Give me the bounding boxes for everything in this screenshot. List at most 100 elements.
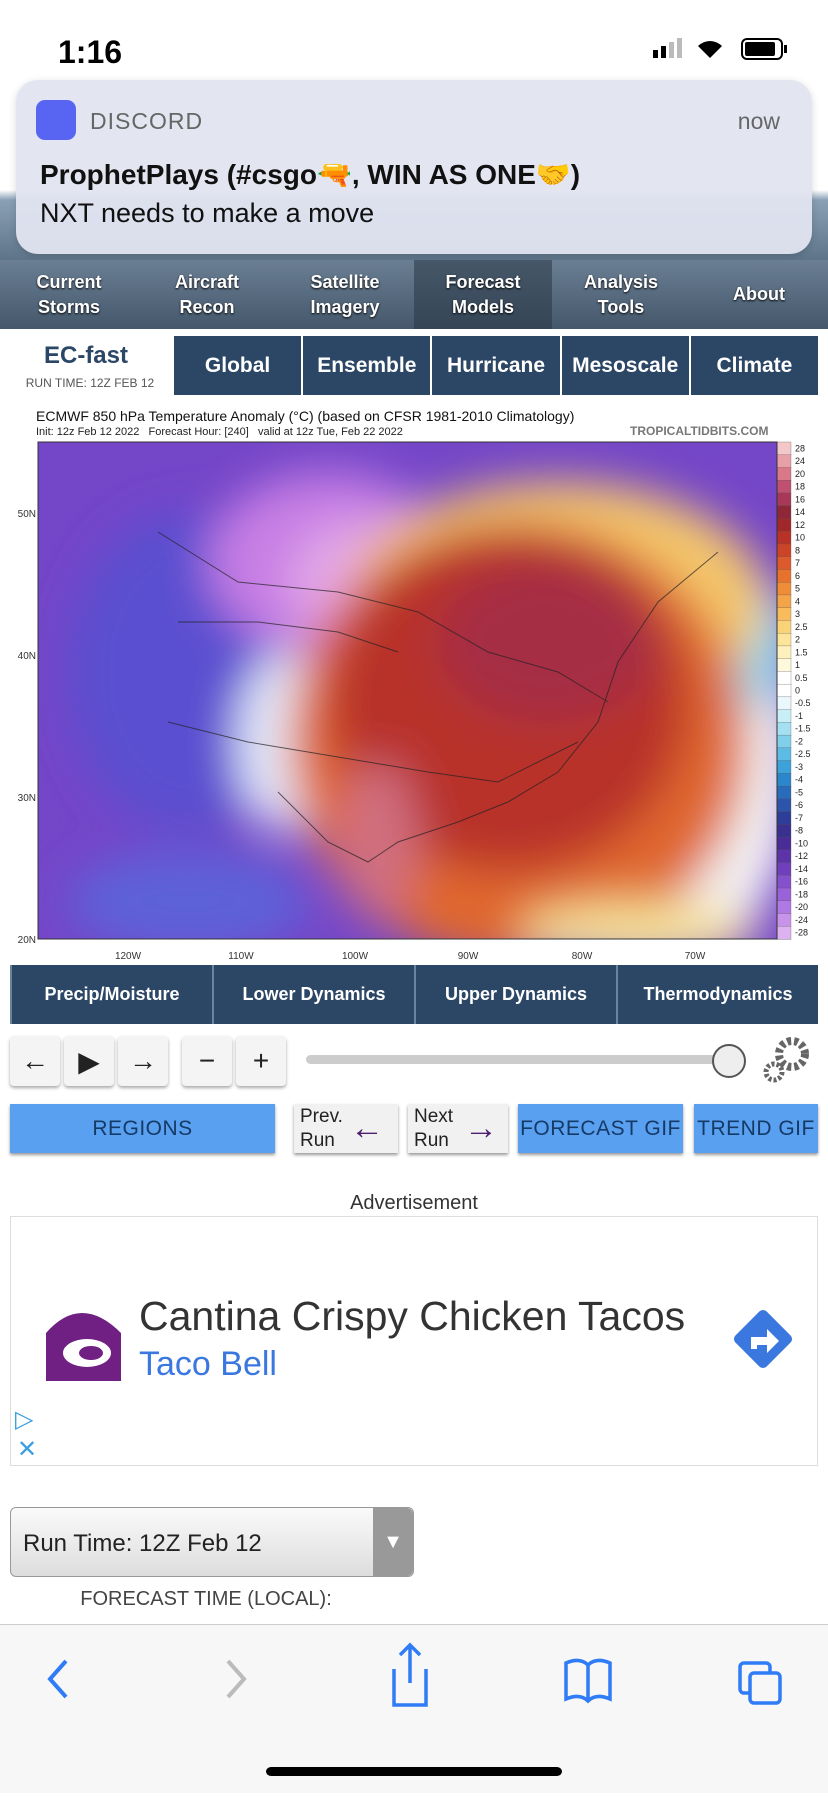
colorbar-cell (776, 594, 792, 609)
lon-label: 70W (685, 951, 706, 962)
model-tab[interactable]: Ensemble (301, 336, 431, 395)
colorbar-label: 1 (795, 660, 800, 670)
zoom-in[interactable]: + (236, 1036, 286, 1086)
colorbar-cell (776, 773, 792, 787)
play[interactable]: ▶ (64, 1036, 114, 1086)
nav-item[interactable]: Forecast Models (414, 260, 552, 329)
model-tab[interactable]: Global (172, 336, 302, 395)
colorbar-cell (776, 467, 792, 481)
colorbar-cell (776, 683, 792, 698)
colorbar-cell (776, 887, 792, 902)
colorbar-cell (776, 875, 792, 889)
sub-tab[interactable]: Thermodynamics (616, 965, 818, 1024)
nav-item[interactable]: Current Storms (36, 271, 102, 317)
colorbar-label: -14 (795, 864, 808, 874)
colorbar-label: -2 (795, 736, 803, 746)
colorbar-label: 10 (795, 533, 805, 543)
nav-item[interactable]: Satellite Imagery (310, 271, 380, 317)
colorbar-cell (776, 620, 792, 634)
status-icons (653, 38, 787, 60)
ad-close[interactable]: ✕ (17, 1436, 38, 1463)
lat-label: 40N (18, 651, 36, 662)
map (38, 442, 777, 939)
settings[interactable] (760, 1034, 812, 1086)
discord-icon (36, 100, 76, 140)
clock: 1:16 (58, 34, 123, 70)
step-forward[interactable]: → (118, 1036, 168, 1086)
trend-gif[interactable]: TREND GIF (694, 1104, 818, 1153)
colorbar-label: 4 (795, 596, 800, 606)
colorbar-label: 24 (795, 456, 805, 466)
colorbar-label: -16 (795, 877, 808, 887)
colorbar-cell (776, 607, 792, 622)
ad-box[interactable]: Cantina Crispy Chicken Tacos Taco Bell ▷… (10, 1216, 818, 1466)
step-back[interactable]: ← (10, 1036, 60, 1086)
colorbar-cell (776, 531, 792, 545)
colorbar-label: 6 (795, 571, 800, 581)
colorbar-cell (776, 569, 792, 583)
next-run[interactable]: Next Run → (408, 1104, 508, 1153)
colorbar-label: -1.5 (795, 724, 811, 734)
colorbar-label: -7 (795, 813, 803, 823)
ad-choices[interactable]: ▷ (15, 1406, 34, 1433)
prev-run[interactable]: Prev. Run ← (294, 1104, 398, 1153)
colorbar-cell (776, 518, 792, 532)
colorbar-label: -12 (795, 851, 808, 861)
model-tab[interactable]: Mesoscale (559, 336, 689, 395)
colorbar-label: 20 (795, 469, 805, 479)
run-select[interactable]: Run Time: 12Z Feb 12 ▼ (10, 1507, 414, 1577)
zoom-out[interactable]: − (182, 1036, 232, 1086)
notification-title: ProphetPlays (#csgo🔫, WIN AS ONE🤝) (40, 159, 581, 190)
notification[interactable]: DISCORD now ProphetPlays (#csgo🔫, WIN AS… (16, 80, 812, 254)
lon-label: 80W (572, 951, 593, 962)
colorbar-label: 1.5 (795, 647, 808, 657)
colorbar-label: -5 (795, 787, 803, 797)
colorbar-cell (776, 696, 792, 711)
colorbar-cell (776, 582, 792, 596)
sub-tab[interactable]: Precip/Moisture (10, 965, 212, 1024)
colorbar-cell (776, 900, 792, 915)
colorbar-cell (776, 811, 792, 825)
colorbar-cell (776, 798, 792, 813)
map-subtitle: Init: 12z Feb 12 2022 Forecast Hour: [24… (36, 426, 403, 438)
colorbar-label: -0.5 (795, 698, 811, 708)
colorbar-label: 0 (795, 686, 800, 696)
slider-thumb[interactable] (712, 1044, 746, 1078)
colorbar-cell (776, 454, 792, 469)
slider-track (306, 1055, 726, 1064)
colorbar-label: -18 (795, 889, 808, 899)
colorbar-label: -20 (795, 902, 808, 912)
nav-item[interactable]: Analysis Tools (583, 271, 659, 317)
colorbar-label: 2.5 (795, 622, 808, 632)
sub-tab[interactable]: Upper Dynamics (414, 965, 616, 1024)
model-tab[interactable]: Climate (688, 336, 819, 395)
colorbar-cell (776, 556, 792, 571)
colorbar-label: -1 (795, 711, 803, 721)
colorbar-label: 2 (795, 635, 800, 645)
regions-button[interactable]: REGIONS (10, 1104, 275, 1153)
model-tab[interactable]: Hurricane (430, 336, 560, 395)
nav-item[interactable]: Aircraft Recon (174, 271, 240, 317)
colorbar-label: -24 (795, 915, 808, 925)
ad-arrow[interactable] (727, 1303, 799, 1375)
colorbar-cell (776, 709, 792, 724)
colorbar-cell (776, 658, 792, 673)
colorbar-label: -6 (795, 800, 803, 810)
lat-label: 30N (18, 793, 36, 804)
toolbar-icons (47, 1642, 782, 1776)
colorbar-label: -3 (795, 762, 803, 772)
ad-headline: Cantina Crispy Chicken Tacos (139, 1293, 686, 1339)
colorbar-cell (776, 785, 792, 800)
colorbar-label: 18 (795, 482, 805, 492)
colorbar-label: -10 (795, 838, 808, 848)
colorbar-cell (776, 824, 792, 838)
colorbar-label: 8 (795, 545, 800, 555)
colorbar-cell (776, 747, 792, 762)
lat-label: 50N (18, 509, 36, 520)
sub-tab[interactable]: Lower Dynamics (212, 965, 414, 1024)
colorbar-label: 14 (795, 507, 805, 517)
forecast-gif[interactable]: FORECAST GIF (518, 1104, 683, 1153)
forecast-time-label: FORECAST TIME (LOCAL): (80, 1588, 332, 1610)
nav-item[interactable]: About (733, 284, 785, 304)
